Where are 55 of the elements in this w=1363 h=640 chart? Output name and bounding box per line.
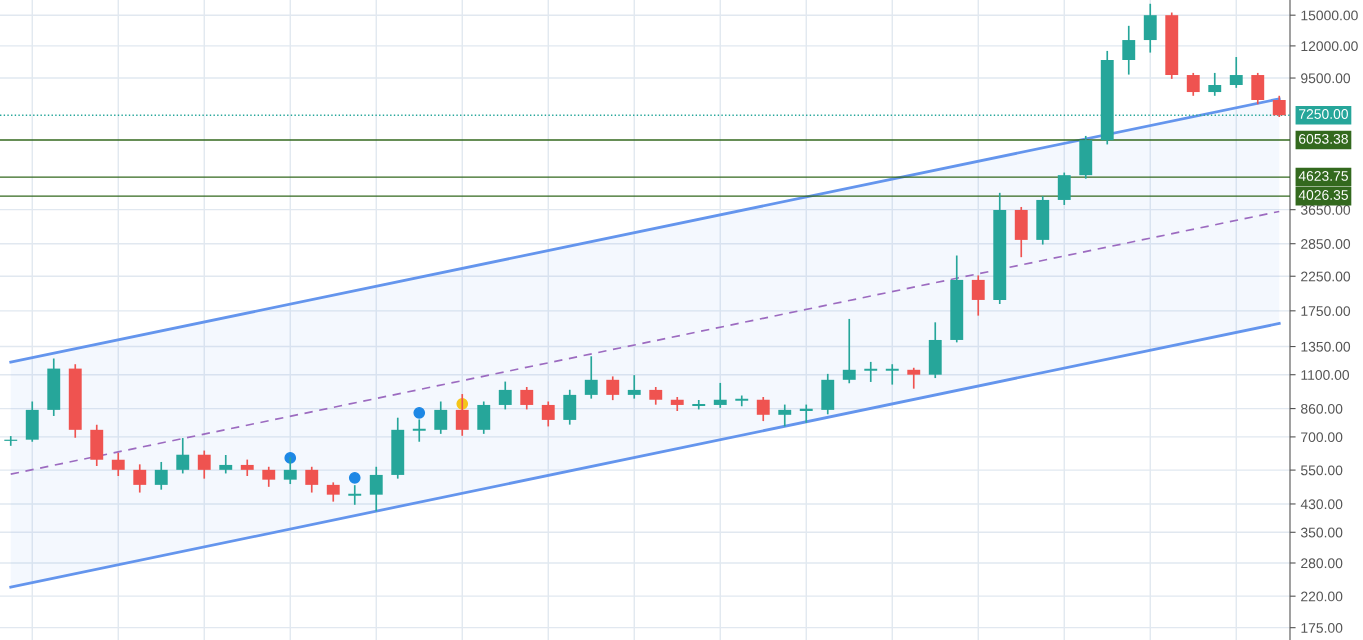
candlestick	[369, 466, 383, 512]
candlestick	[520, 386, 534, 410]
candlestick	[971, 275, 985, 316]
candlestick	[176, 438, 190, 474]
y-tick-label: 550.00	[1300, 465, 1343, 476]
candlestick	[756, 396, 770, 422]
y-tick-label: 1350.00	[1301, 341, 1351, 352]
candlestick	[411, 419, 427, 442]
ref-line-label: 7250.00	[1299, 109, 1348, 119]
candlestick	[305, 466, 319, 493]
y-tick-label: 175.00	[1301, 623, 1343, 633]
y-tick-label: 12000.00	[1301, 41, 1358, 52]
candlestick	[734, 395, 750, 407]
candlestick	[262, 466, 276, 487]
candlestick	[1208, 72, 1222, 96]
candlestick	[1122, 25, 1136, 75]
y-tick-label: 430.00	[1300, 499, 1343, 510]
candlestick	[133, 464, 147, 493]
candlestick	[1229, 57, 1243, 88]
candlestick	[1186, 72, 1200, 96]
candlestick	[111, 452, 125, 477]
candlestick	[842, 318, 856, 384]
y-tick-label: 9500.00	[1301, 73, 1351, 84]
candlestick	[154, 461, 168, 490]
y-tick-label: 220.00	[1301, 591, 1343, 602]
y-tick-label: 280.00	[1301, 558, 1343, 569]
y-tick-label: 2250.00	[1301, 271, 1351, 282]
candlestick	[691, 399, 707, 410]
y-tick-label: 3650.00	[1300, 205, 1351, 215]
y-tick-label: 1100.00	[1301, 370, 1350, 380]
y-tick-label: 15000.00	[1301, 10, 1358, 21]
candlestick	[197, 450, 211, 479]
candlestick	[606, 376, 620, 401]
candlestick	[347, 485, 363, 505]
candlestick	[713, 382, 727, 408]
candlestick	[798, 404, 814, 423]
y-tick-label: 350.00	[1300, 527, 1343, 538]
candlestick	[1272, 95, 1286, 118]
candlestick	[219, 455, 233, 474]
candlestick	[434, 401, 448, 434]
y-tick-label: 1750.00	[1301, 306, 1351, 316]
ref-line-label: 4623.75	[1298, 171, 1348, 181]
candlestick	[541, 401, 555, 427]
y-tick-label: 2850.00	[1301, 239, 1351, 249]
y-tick-label: 700.00	[1301, 432, 1343, 443]
candlestick	[778, 404, 792, 427]
candlestick	[863, 361, 879, 382]
candlestick	[498, 381, 512, 410]
ref-line-label: 4026.35	[1298, 190, 1348, 200]
ref-line-label: 6053.38	[1299, 133, 1348, 144]
candlestick	[584, 356, 598, 399]
candlestick	[627, 375, 641, 399]
candlestick	[907, 367, 921, 389]
candlestick	[884, 364, 900, 385]
y-tick-label: 860.00	[1301, 403, 1343, 414]
